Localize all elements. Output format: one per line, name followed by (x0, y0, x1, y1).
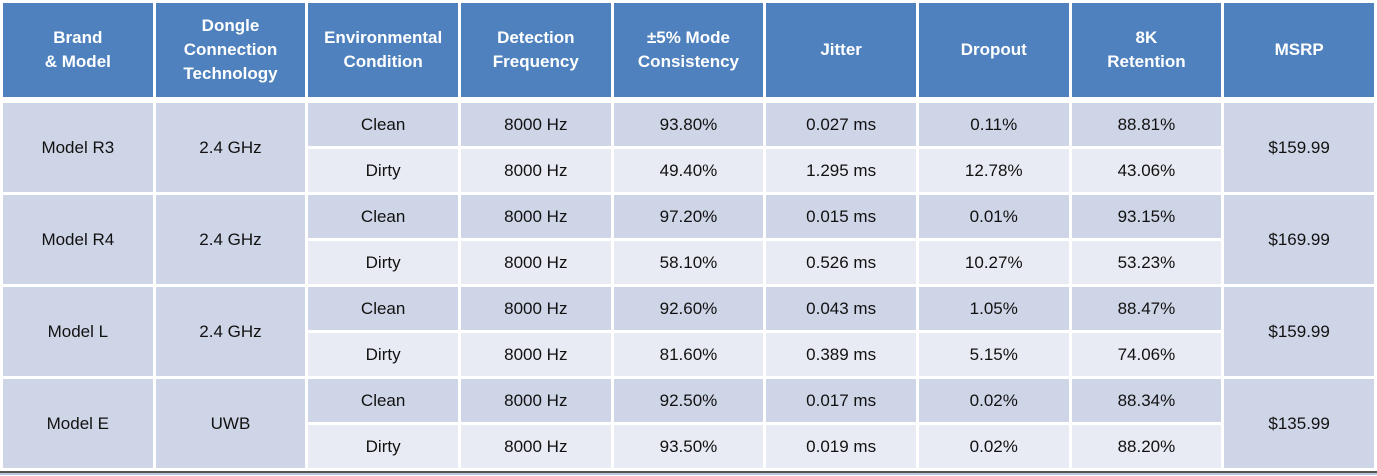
technology-cell: 2.4 GHz (155, 103, 306, 192)
header-msrp: MSRP (1224, 3, 1374, 100)
retention-cell: 88.47% (1071, 287, 1222, 330)
detection-frequency-cell: 8000 Hz (460, 287, 611, 330)
retention-cell: 93.15% (1071, 195, 1222, 238)
detection-frequency-cell: 8000 Hz (460, 103, 611, 146)
detection-frequency-cell: 8000 Hz (460, 425, 611, 468)
retention-cell: 43.06% (1071, 149, 1222, 192)
header-row: Brand & Model Dongle Connection Technolo… (3, 3, 1374, 100)
table-row: Dirty 8000 Hz 93.50% 0.019 ms 0.02% 88.2… (3, 425, 1374, 468)
dropout-cell: 0.02% (918, 425, 1069, 468)
table-bottom-edge (0, 473, 1377, 475)
header-connection-technology: Dongle Connection Technology (155, 3, 306, 100)
brand-cell: Model L (3, 287, 153, 376)
mode-consistency-cell: 93.50% (613, 425, 764, 468)
mode-consistency-cell: 93.80% (613, 103, 764, 146)
jitter-cell: 0.043 ms (766, 287, 916, 330)
mode-consistency-cell: 49.40% (613, 149, 764, 192)
jitter-cell: 0.526 ms (766, 241, 916, 284)
table-row: Model L 2.4 GHz Clean 8000 Hz 92.60% 0.0… (3, 287, 1374, 376)
header-jitter: Jitter (766, 3, 916, 100)
table-row: Dirty 8000 Hz 81.60% 0.389 ms 5.15% 74.0… (3, 333, 1374, 376)
dropout-cell: 0.11% (918, 103, 1069, 146)
mode-consistency-cell: 81.60% (613, 333, 764, 376)
condition-cell: Clean (308, 195, 458, 238)
mode-consistency-cell: 58.10% (613, 241, 764, 284)
retention-cell: 88.81% (1071, 103, 1222, 146)
condition-cell: Dirty (308, 333, 458, 376)
detection-frequency-cell: 8000 Hz (460, 149, 611, 192)
dropout-cell: 0.02% (918, 379, 1069, 422)
table-row: Model R4 2.4 GHz Clean 8000 Hz 97.20% 0.… (3, 195, 1374, 284)
jitter-cell: 0.019 ms (766, 425, 916, 468)
jitter-cell: 0.017 ms (766, 379, 916, 422)
detection-frequency-cell: 8000 Hz (460, 195, 611, 238)
brand-cell: Model R4 (3, 195, 153, 284)
msrp-cell: $159.99 (1224, 103, 1374, 192)
technology-cell: 2.4 GHz (155, 287, 306, 376)
mode-consistency-cell: 92.60% (613, 287, 764, 330)
condition-cell: Clean (308, 379, 458, 422)
dropout-cell: 5.15% (918, 333, 1069, 376)
retention-cell: 88.34% (1071, 379, 1222, 422)
msrp-cell: $135.99 (1224, 379, 1374, 468)
header-detection-frequency: Detection Frequency (460, 3, 611, 100)
mode-consistency-cell: 92.50% (613, 379, 764, 422)
dropout-cell: 0.01% (918, 195, 1069, 238)
technology-cell: UWB (155, 379, 306, 468)
header-environmental-condition: Environmental Condition (308, 3, 458, 100)
condition-cell: Dirty (308, 149, 458, 192)
mode-consistency-cell: 97.20% (613, 195, 764, 238)
dropout-cell: 1.05% (918, 287, 1069, 330)
table-row: Dirty 8000 Hz 49.40% 1.295 ms 12.78% 43.… (3, 149, 1374, 192)
technology-cell: 2.4 GHz (155, 195, 306, 284)
jitter-cell: 1.295 ms (766, 149, 916, 192)
table-bottom-border (0, 471, 1377, 473)
table-row: Model E UWB Clean 8000 Hz 92.50% 0.017 m… (3, 379, 1374, 468)
header-mode-consistency: ±5% Mode Consistency (613, 3, 764, 100)
header-8k-retention: 8K Retention (1071, 3, 1222, 100)
brand-cell: Model R3 (3, 103, 153, 192)
retention-cell: 53.23% (1071, 241, 1222, 284)
header-dropout: Dropout (918, 3, 1069, 100)
dropout-cell: 10.27% (918, 241, 1069, 284)
jitter-cell: 0.027 ms (766, 103, 916, 146)
retention-cell: 88.20% (1071, 425, 1222, 468)
table-row: Model R3 2.4 GHz Clean 8000 Hz 93.80% 0.… (3, 103, 1374, 192)
condition-cell: Dirty (308, 241, 458, 284)
brand-cell: Model E (3, 379, 153, 468)
detection-frequency-cell: 8000 Hz (460, 333, 611, 376)
detection-frequency-cell: 8000 Hz (460, 241, 611, 284)
header-brand-model: Brand & Model (3, 3, 153, 100)
jitter-cell: 0.015 ms (766, 195, 916, 238)
condition-cell: Clean (308, 287, 458, 330)
detection-frequency-cell: 8000 Hz (460, 379, 611, 422)
dropout-cell: 12.78% (918, 149, 1069, 192)
msrp-cell: $169.99 (1224, 195, 1374, 284)
retention-cell: 74.06% (1071, 333, 1222, 376)
condition-cell: Clean (308, 103, 458, 146)
table-row: Dirty 8000 Hz 58.10% 0.526 ms 10.27% 53.… (3, 241, 1374, 284)
jitter-cell: 0.389 ms (766, 333, 916, 376)
condition-cell: Dirty (308, 425, 458, 468)
msrp-cell: $159.99 (1224, 287, 1374, 376)
